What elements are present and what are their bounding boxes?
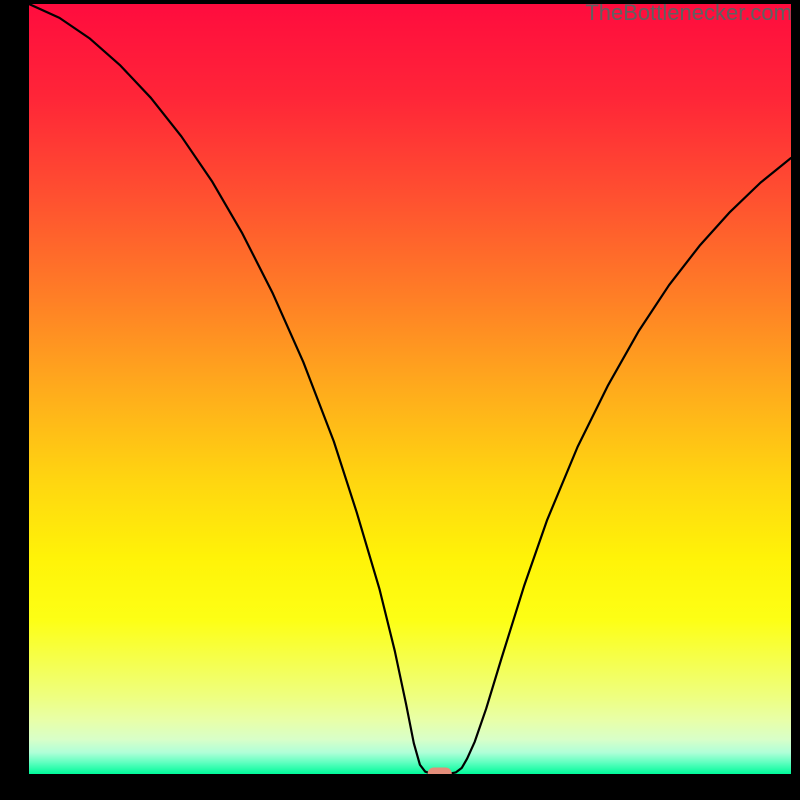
plot-area (29, 4, 791, 781)
watermark-text: TheBottlenecker.com (585, 0, 792, 26)
bottleneck-chart (0, 0, 800, 800)
gradient-fill (29, 4, 791, 774)
chart-container: TheBottlenecker.com (0, 0, 800, 800)
